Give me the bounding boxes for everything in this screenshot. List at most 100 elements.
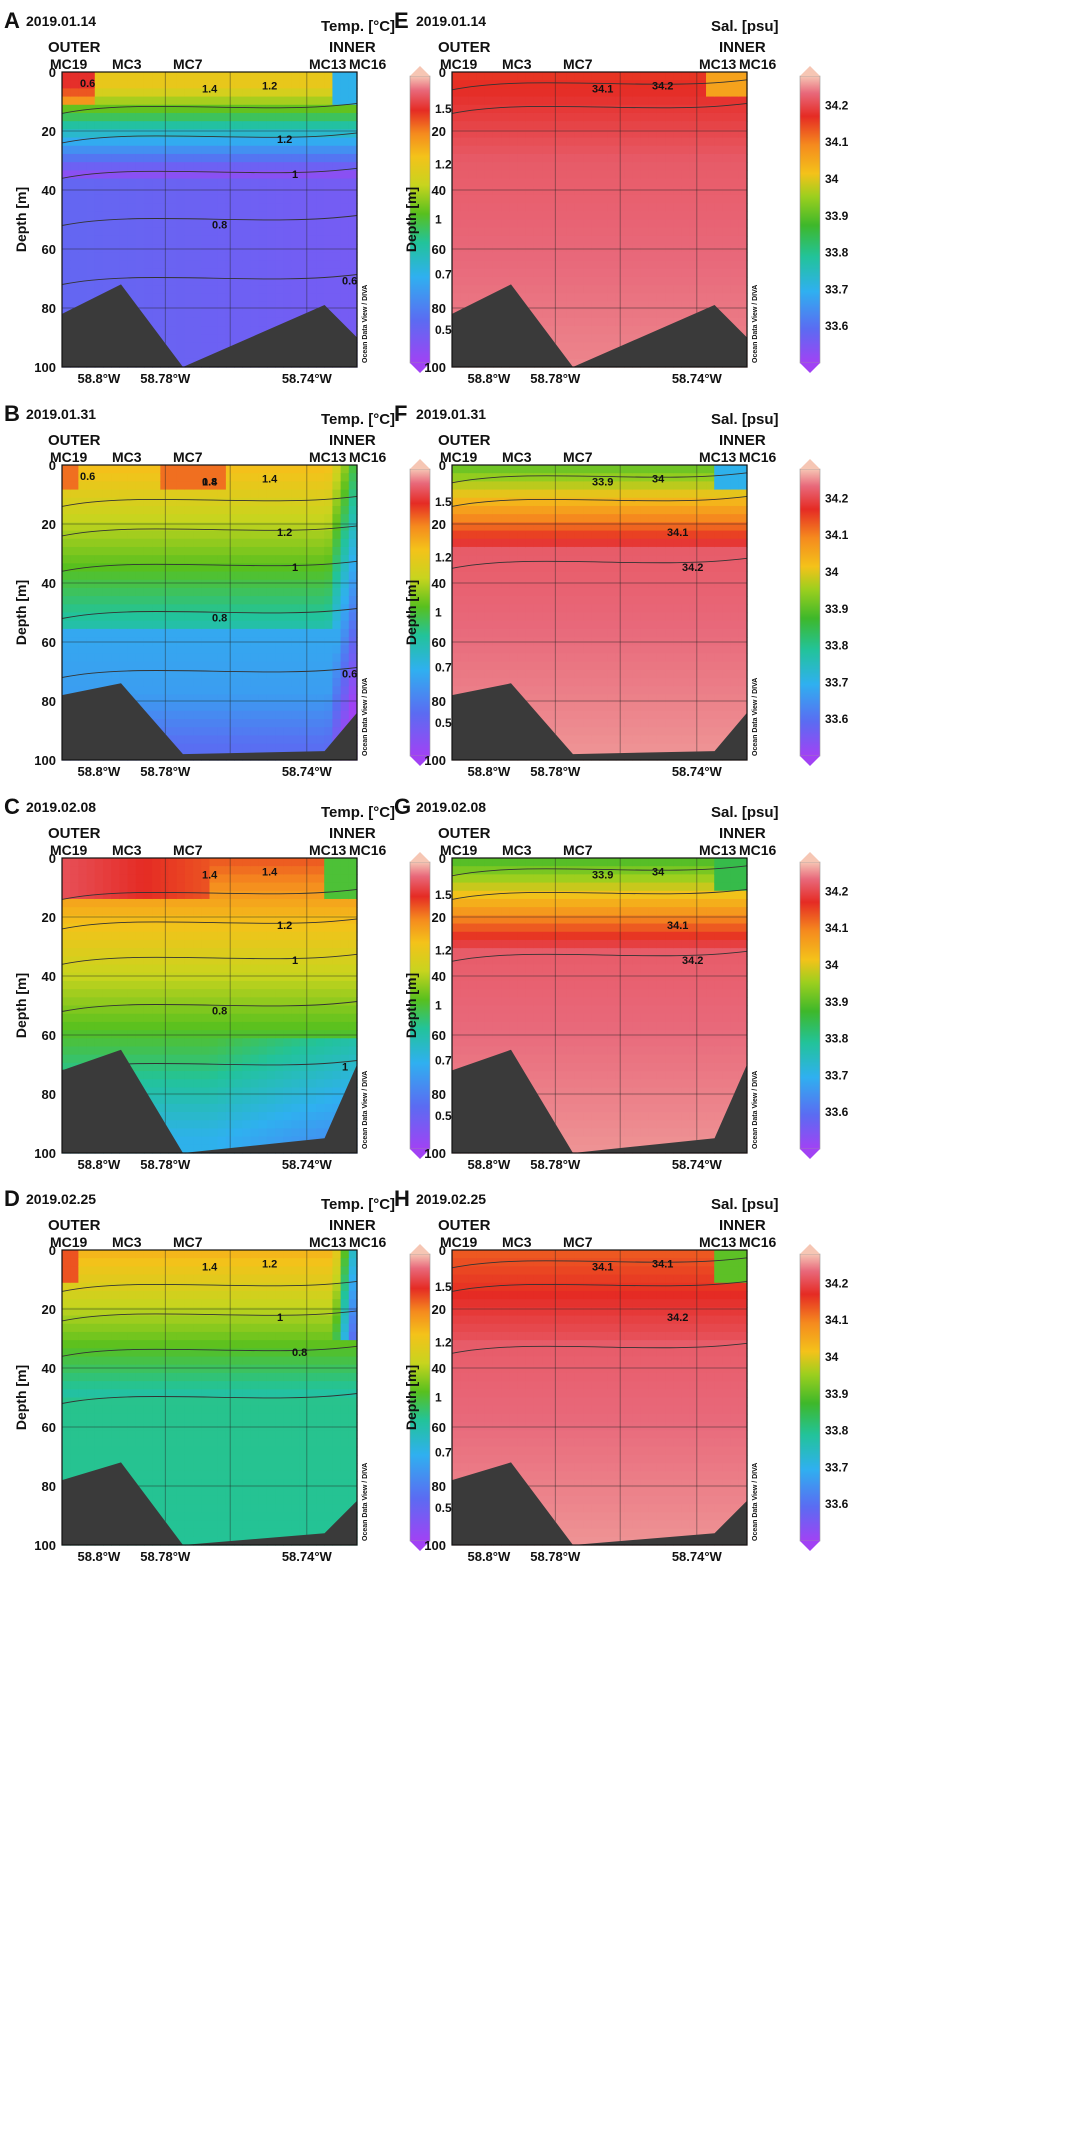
field-cell [283, 268, 293, 278]
field-cell [119, 1274, 129, 1284]
field-cell [266, 1430, 276, 1440]
field-cell [193, 907, 202, 916]
field-cell [102, 972, 112, 982]
field-cell [324, 694, 334, 704]
field-cell [168, 1274, 178, 1284]
field-cell [201, 645, 211, 655]
field-cell [86, 514, 96, 523]
field-cell [119, 645, 129, 655]
field-cell [332, 964, 342, 974]
field-cell [275, 620, 284, 630]
field-cell [299, 604, 309, 614]
field-cell [168, 735, 178, 745]
field-cell [176, 1046, 186, 1056]
field-cell [143, 555, 153, 564]
field-cell [332, 104, 342, 114]
field-cell [127, 964, 137, 974]
field-cell [299, 1095, 309, 1105]
field-cell [168, 1079, 178, 1089]
field-cell [143, 1038, 153, 1048]
field-cell [193, 866, 202, 875]
field-cell [119, 72, 129, 81]
field-cell [86, 473, 96, 482]
field-cell [168, 473, 178, 482]
field-cell [78, 72, 88, 81]
field-cell [152, 1463, 161, 1472]
field-cell [193, 710, 202, 720]
field-cell [168, 326, 178, 335]
field-cell [324, 1071, 334, 1080]
field-cell [94, 1381, 104, 1390]
station-label-mc16: MC16 [349, 842, 387, 858]
field-cell [266, 546, 276, 556]
y-tick-label: 60 [42, 242, 56, 257]
field-cell [62, 88, 71, 98]
field-cell [184, 1504, 194, 1513]
field-cell [340, 129, 350, 139]
field-cell [135, 882, 145, 892]
field-cell [135, 1258, 145, 1267]
field-cell [70, 686, 79, 696]
outer-label: OUTER [48, 1217, 101, 1234]
field-cell [258, 661, 268, 671]
field-cell [283, 1103, 293, 1113]
field-cell [307, 735, 317, 745]
field-cell [70, 620, 79, 630]
field-cell [234, 1487, 243, 1497]
field-cell [111, 137, 120, 147]
field-cell [135, 235, 145, 245]
field-cell [127, 170, 137, 180]
field-cell [316, 587, 325, 597]
field-cell [209, 104, 219, 114]
field-cell [307, 596, 317, 605]
field-cell [283, 178, 293, 188]
field-cell [201, 112, 211, 122]
field-cell [160, 538, 170, 548]
field-cell [152, 203, 161, 212]
field-cell [111, 170, 120, 180]
field-cell [62, 939, 71, 949]
field-cell [307, 1062, 317, 1072]
field-cell [102, 980, 112, 990]
field-cell [332, 162, 342, 171]
field-cell [209, 293, 219, 303]
field-cell [111, 1250, 120, 1259]
field-cell [242, 194, 252, 204]
field-cell [250, 162, 260, 171]
field-cell [340, 153, 350, 163]
field-cell [176, 1120, 186, 1130]
field-cell [258, 1307, 268, 1317]
field-cell [266, 964, 276, 974]
y-tick-label: 100 [34, 753, 56, 768]
field-cell [283, 1112, 293, 1121]
field-cell [275, 170, 284, 180]
field-cell [266, 1381, 276, 1390]
field-cell [143, 530, 153, 540]
field-cell [234, 285, 243, 294]
field-cell [78, 1299, 88, 1308]
field-cell [193, 309, 202, 319]
field-cell [234, 1136, 243, 1146]
field-cell [291, 710, 301, 720]
field-cell [348, 481, 358, 491]
field-cell [217, 153, 227, 163]
field-cell [143, 596, 153, 605]
field-cell [291, 620, 301, 630]
field-cell [62, 1062, 71, 1072]
field-cell [266, 96, 276, 106]
field-cell [94, 939, 104, 949]
field-cell [250, 1128, 260, 1138]
field-cell [193, 1274, 202, 1284]
field-cell [266, 497, 276, 507]
field-cell [209, 530, 219, 540]
contour-label: 1.4 [202, 870, 218, 882]
field-cell [152, 1422, 161, 1431]
field-cell [258, 882, 268, 892]
field-cell [258, 678, 268, 687]
field-cell [217, 1504, 227, 1513]
field-cell [62, 1356, 71, 1366]
field-cell [266, 1299, 276, 1308]
field-cell [258, 964, 268, 974]
field-cell [242, 1323, 252, 1333]
field-cell [217, 1266, 227, 1276]
